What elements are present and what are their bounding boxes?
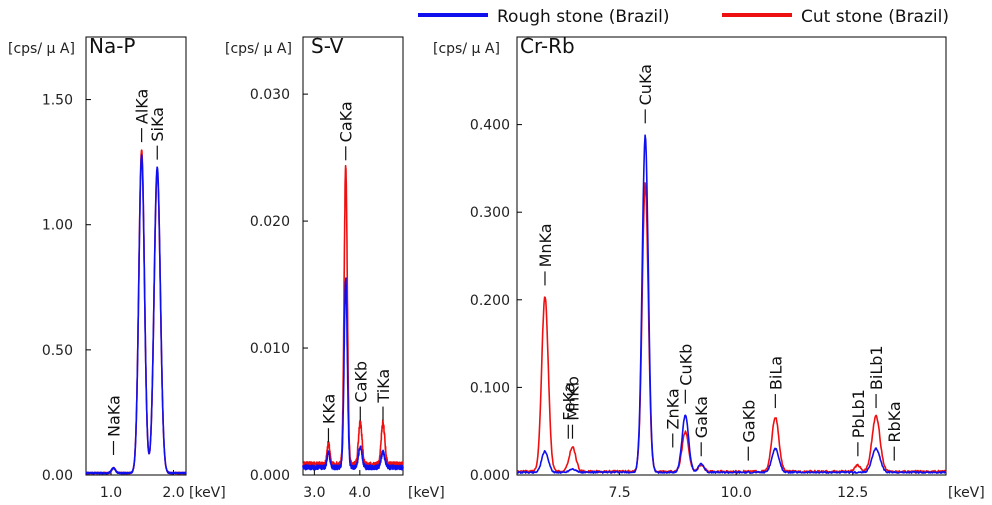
x-tick-label: 7.5: [608, 485, 630, 501]
series-rough-line: [516, 134, 947, 474]
legend-label-cut: Cut stone (Brazil): [801, 7, 949, 27]
y-tick-label: 0.00: [42, 468, 73, 484]
peak-label-text: MnKb: [563, 376, 582, 421]
legend: Rough stone (Brazil) Cut stone (Brazil): [418, 7, 949, 27]
peak-label-text: MnKa: [536, 223, 555, 267]
peak-label-text: BiLa: [766, 356, 785, 390]
panel-na-p-xlabel: [keV]: [189, 485, 226, 501]
peak-label-mnkb: MnKb: [563, 376, 582, 439]
peak-label-text: BiLb1: [867, 345, 886, 390]
panel-cr-rb-plot: 0.000 0.100 0.200 0.300 0.400 7.5 10.0 12.5 MnKa…: [470, 36, 947, 501]
peak-label-caka: CaKa: [337, 101, 356, 161]
peak-label-alka: AlKa: [133, 89, 152, 143]
peak-label-text: CaKa: [337, 101, 356, 142]
y-tick-label: 0.200: [470, 293, 510, 309]
y-tick-label: 0.000: [250, 468, 290, 484]
y-tick-label: 0.010: [250, 341, 290, 357]
peak-label-text: RbKa: [885, 401, 904, 442]
peak-label-text: FeKa: [559, 383, 578, 421]
peak-label-cukb: CuKb: [676, 344, 695, 404]
peak-label-feka: FeKa: [559, 383, 578, 439]
series-rough-line: [85, 154, 187, 475]
peak-label-text: TiKa: [374, 369, 393, 404]
peak-label-mnka: MnKa: [536, 223, 555, 286]
peak-label-gakb: GaKb: [739, 400, 758, 461]
panel-s-v: [cps/ μ A] S-V [keV] 0.000 0.010 0.020 0.03…: [225, 34, 445, 501]
panel-s-v-plot: 0.000 0.010 0.020 0.030 3.0 4.0 KKa CaKa CaKb TiK…: [250, 36, 404, 501]
peak-label-text: AlKa: [133, 89, 152, 124]
series-cut-line: [516, 182, 947, 474]
y-tick-label: 1.00: [42, 218, 73, 234]
panel-cr-rb-ylabel: [cps/ μ A]: [433, 41, 500, 57]
x-tick-label: 1.0: [100, 485, 122, 501]
y-tick-label: 0.400: [470, 118, 510, 134]
y-tick-label: 0.50: [42, 343, 73, 359]
peak-label-pblb1: PbLb1: [849, 389, 868, 457]
peak-label-bilb1: BiLb1: [867, 345, 886, 409]
peak-label-text: CaKb: [351, 361, 370, 403]
y-tick-label: 0.000: [470, 468, 510, 484]
peak-label-text: KKa: [319, 394, 338, 425]
series-rough-line: [302, 277, 404, 471]
panel-na-p-title: Na-P: [89, 34, 136, 58]
panel-na-p: [cps/ μ A] Na-P [keV] 0.00 0.50 1.00 1.50 1.…: [8, 34, 226, 501]
peak-label-cakb: CaKb: [351, 361, 370, 421]
panel-s-v-ylabel: [cps/ μ A]: [225, 41, 292, 57]
peak-label-text: ZnKa: [664, 388, 683, 429]
y-tick-label: 1.50: [42, 93, 73, 109]
series-cut-line: [302, 164, 404, 469]
peak-label-bila: BiLa: [766, 356, 785, 409]
peak-label-text: PbLb1: [849, 389, 868, 438]
peak-label-text: NaKa: [105, 395, 124, 437]
peak-label-gaka: GaKa: [692, 396, 711, 457]
panel-na-p-ylabel: [cps/ μ A]: [8, 41, 75, 57]
panel-cr-rb: [cps/ μ A] Cr-Rb [keV] 0.0000.1000.2000.…: [433, 34, 985, 501]
y-tick-label: 0.020: [250, 214, 290, 230]
peak-label-kka: KKa: [319, 394, 338, 443]
panel-cr-rb-title: Cr-Rb: [520, 34, 575, 58]
y-tick-label: 0.100: [470, 380, 510, 396]
peak-label-text: GaKa: [692, 396, 711, 438]
peak-label-sika: SiKa: [148, 107, 167, 160]
x-tick-label: 2.0: [162, 485, 184, 501]
panel-cr-rb-xlabel: [keV]: [948, 485, 985, 501]
peak-label-text: SiKa: [148, 107, 167, 142]
panel-s-v-title: S-V: [311, 34, 344, 58]
peak-label-text: GaKb: [739, 400, 758, 443]
x-tick-label: 3.0: [303, 485, 325, 501]
peak-label-cuka: CuKa: [636, 64, 655, 124]
peak-label-text: CuKb: [676, 344, 695, 386]
plot-frame: [516, 36, 947, 476]
plot-frame: [85, 36, 187, 476]
x-tick-label: 4.0: [349, 485, 371, 501]
legend-label-rough: Rough stone (Brazil): [497, 7, 669, 27]
peak-label-naka: NaKa: [105, 395, 124, 455]
y-tick-label: 0.300: [470, 205, 510, 221]
panel-s-v-xlabel: [keV]: [408, 485, 445, 501]
x-tick-label: 10.0: [721, 485, 752, 501]
peak-label-text: CuKa: [636, 64, 655, 105]
peak-label-znka: ZnKa: [664, 388, 683, 448]
plot-frame: [302, 36, 404, 476]
y-tick-label: 0.030: [250, 87, 290, 103]
peak-label-tika: TiKa: [374, 369, 393, 421]
x-tick-label: 12.5: [837, 485, 868, 501]
peak-label-rbka: RbKa: [885, 401, 904, 461]
